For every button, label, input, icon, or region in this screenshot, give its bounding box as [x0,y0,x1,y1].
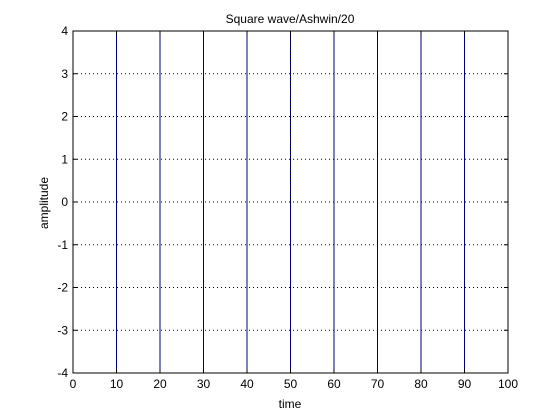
y-tick-label: -3 [57,323,68,337]
x-tick-label: 50 [284,377,298,391]
tick-labels: 0 10 20 30 40 50 60 70 80 90 100 -4 -3 -2 -1 0 1 2 3 4 [57,24,518,391]
x-tick-label: 90 [458,377,472,391]
y-tick-label: -2 [57,281,68,295]
x-axis-label: time [279,397,302,411]
plot-area [72,30,509,374]
x-tick-label: 100 [498,377,518,391]
x-tick-label: 60 [327,377,341,391]
x-tick-label: 40 [240,377,254,391]
y-tick-label: 4 [61,24,68,38]
x-tick-label: 10 [110,377,124,391]
y-tick-label: -1 [57,238,68,252]
x-tick-label: 20 [153,377,167,391]
x-tick-label: 80 [414,377,428,391]
x-tick-label: 30 [197,377,211,391]
plot-frame [72,30,509,374]
y-tick-label: 0 [61,195,68,209]
y-axis-label: amplitude [37,177,51,229]
chart-title: Square wave/Ashwin/20 [226,12,355,26]
y-tick-label: 2 [61,110,68,124]
x-tick-label: 0 [70,377,77,391]
y-tick-label: -4 [57,366,68,380]
y-tick-label: 1 [61,152,68,166]
series-layer [116,31,509,373]
y-tick-label: 3 [61,67,68,81]
x-tick-label: 70 [371,377,385,391]
